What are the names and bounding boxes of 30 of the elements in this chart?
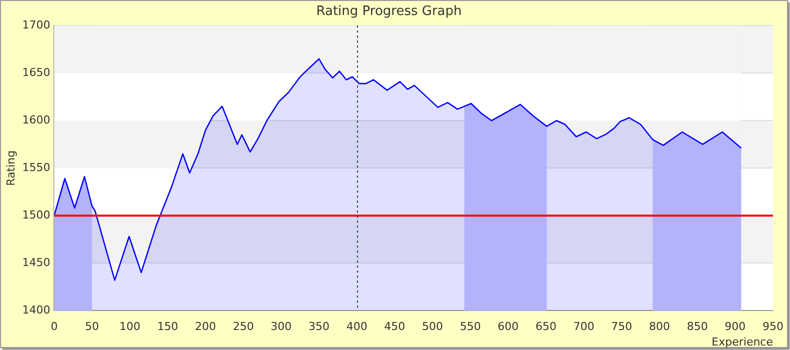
x-tick-label: 850	[686, 320, 708, 334]
x-tick-label: 250	[232, 320, 254, 334]
x-tick-label: 950	[762, 320, 784, 334]
x-tick-label: 600	[498, 320, 519, 334]
x-tick-label: 450	[384, 320, 406, 334]
y-tick-label: 1400	[22, 303, 50, 316]
x-tick-label: 50	[85, 320, 100, 334]
x-tick-label: 550	[460, 320, 481, 334]
y-axis-title: Rating	[4, 150, 18, 186]
x-tick-label: 200	[195, 320, 216, 334]
x-tick-label: 900	[724, 320, 746, 334]
x-tick-label: 350	[308, 320, 330, 334]
y-tick-label: 1550	[22, 160, 50, 174]
x-tick-label: 800	[649, 320, 670, 334]
y-tick-label: 1450	[22, 256, 50, 269]
x-tick-label: 0	[50, 320, 58, 334]
chart-title: Rating Progress Graph	[316, 4, 462, 20]
x-tick-label: 400	[346, 320, 368, 334]
x-tick-label: 750	[611, 320, 632, 334]
x-tick-label: 150	[157, 320, 178, 334]
y-tick-label: 1500	[22, 208, 50, 222]
y-tick-label: 1600	[22, 113, 50, 126]
x-tick-label: 500	[422, 320, 444, 334]
x-tick-label: 100	[119, 320, 140, 334]
x-tick-label: 300	[270, 320, 292, 334]
y-tick-label: 1650	[22, 66, 50, 79]
x-axis-title: Experience	[712, 335, 774, 348]
y-tick-label: 1700	[22, 18, 50, 32]
x-tick-label: 700	[573, 320, 594, 334]
x-tick-label: 650	[536, 320, 557, 334]
